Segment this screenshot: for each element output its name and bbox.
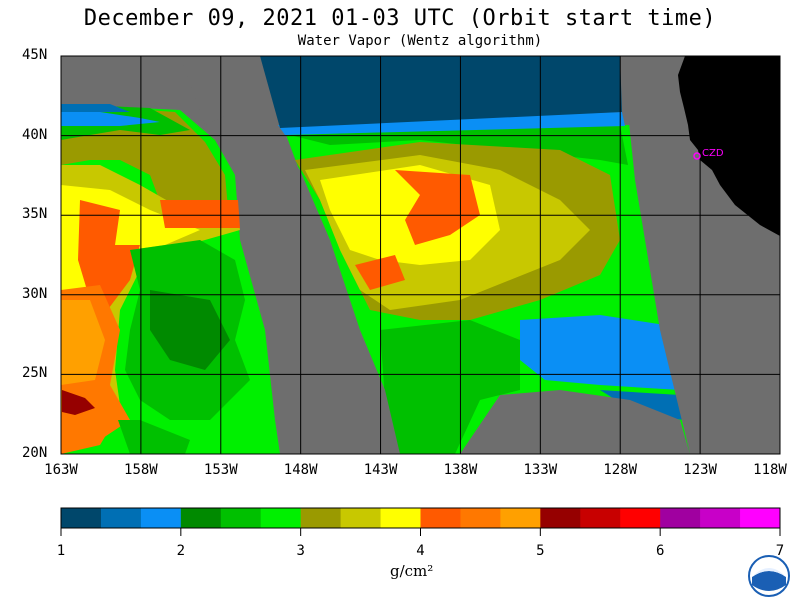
latitude-label: 35N bbox=[22, 206, 48, 223]
colorbar-cell bbox=[380, 508, 421, 528]
longitude-label: 133W bbox=[523, 462, 558, 478]
longitude-label: 143W bbox=[363, 462, 398, 478]
colorbar-cell bbox=[300, 508, 342, 528]
colorbar-cell bbox=[220, 508, 262, 528]
colorbar-cell bbox=[140, 508, 182, 528]
map-frame bbox=[60, 55, 781, 455]
latitude-label: 40N bbox=[22, 126, 48, 143]
colorbar-cell bbox=[500, 508, 541, 528]
latitude-label: 20N bbox=[22, 445, 48, 461]
latitude-label: 25N bbox=[22, 365, 48, 382]
station-marker bbox=[693, 152, 701, 160]
station-label: CZD bbox=[702, 148, 724, 159]
longitude-label: 138W bbox=[443, 462, 478, 478]
colorbar-cell bbox=[260, 508, 302, 528]
longitude-label: 123W bbox=[683, 462, 717, 478]
colorbar-cell bbox=[580, 508, 621, 528]
colorbar-cell bbox=[660, 508, 701, 528]
longitude-label: 148W bbox=[283, 462, 318, 478]
land-mass bbox=[678, 56, 780, 236]
colorbar-tick-label: 2 bbox=[176, 543, 186, 559]
swath-middle bbox=[260, 56, 690, 454]
colorbar-tick-label: 6 bbox=[655, 543, 665, 559]
latitude-label: 30N bbox=[22, 285, 48, 302]
colorbar-tick-label: 5 bbox=[536, 543, 545, 559]
colorbar-tick-label: 3 bbox=[296, 543, 305, 559]
colorbar-cell bbox=[100, 508, 142, 528]
longitude-label: 158W bbox=[124, 462, 158, 478]
latitude-label: 45N bbox=[22, 47, 48, 63]
longitude-label: 118W bbox=[753, 462, 787, 478]
longitude-label: 163W bbox=[44, 462, 78, 478]
colorbar-tick-label: 4 bbox=[416, 543, 425, 559]
map-subtitle: Water Vapor (Wentz algorithm) bbox=[297, 33, 543, 49]
colorbar-cell bbox=[620, 508, 661, 528]
colorbar-tick-label: 1 bbox=[56, 543, 66, 559]
colorbar-cell bbox=[540, 508, 581, 528]
map-title: December 09, 2021 01-03 UTC (Orbit start… bbox=[83, 6, 717, 31]
colorbar-cell bbox=[420, 508, 461, 528]
noaa-logo bbox=[748, 555, 790, 597]
longitude-label: 128W bbox=[603, 462, 638, 478]
colorbar-tick-label: 7 bbox=[775, 543, 785, 559]
colorbar-cell bbox=[180, 508, 222, 528]
colorbar-cell bbox=[740, 508, 781, 528]
colorbar-cell bbox=[340, 508, 382, 528]
colorbar-units: g/cm² bbox=[390, 562, 434, 580]
colorbar-cell bbox=[460, 508, 501, 528]
colorbar-cell bbox=[61, 508, 102, 528]
colorbar-cell bbox=[700, 508, 741, 528]
longitude-label: 153W bbox=[203, 462, 238, 478]
